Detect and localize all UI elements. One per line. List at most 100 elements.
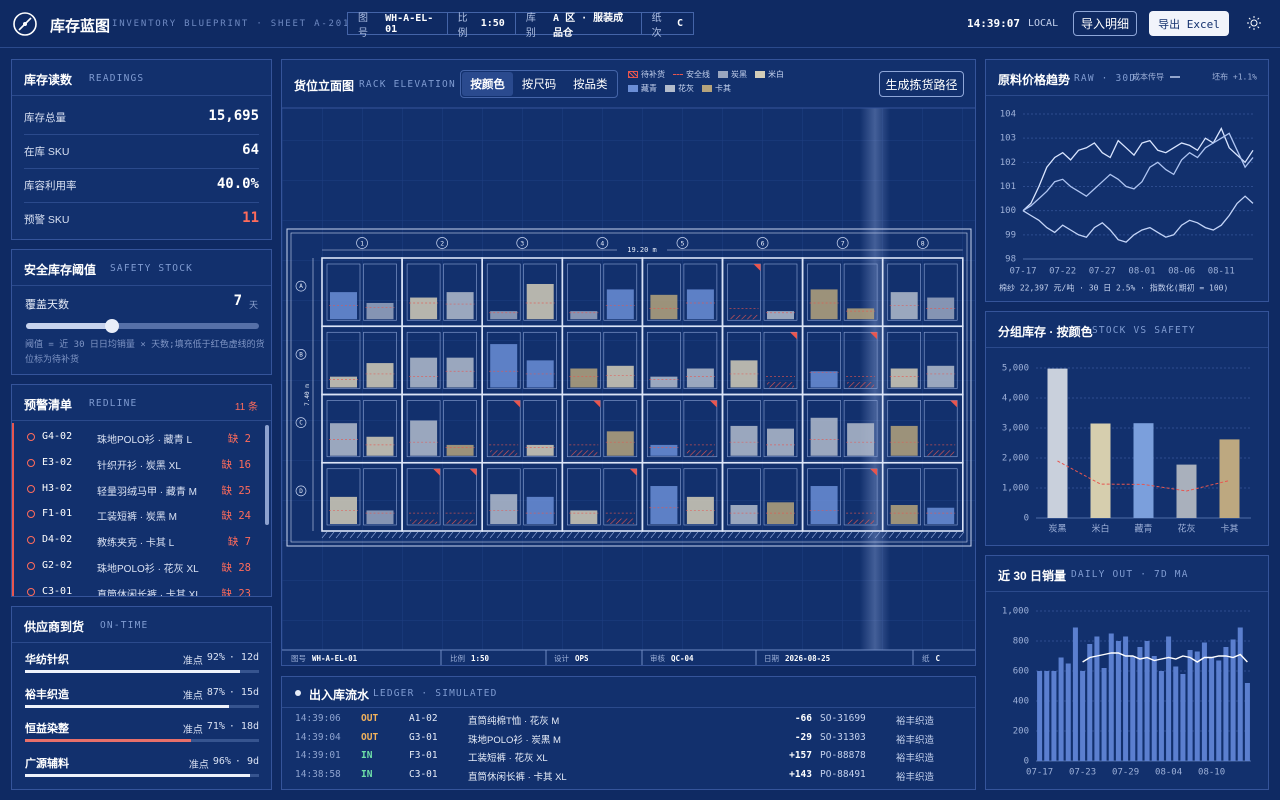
floor-hatch — [419, 531, 426, 539]
slot — [647, 263, 681, 321]
supplier-name: 华纺针织 — [25, 654, 69, 666]
dim-label-bg — [617, 244, 667, 256]
slot-fill — [890, 505, 918, 524]
footer-cell: 审核 QC-04 — [650, 653, 694, 663]
slot-fill — [847, 382, 875, 388]
floor-hatch — [496, 531, 503, 539]
redline-panel: 预警清单 REDLINE 11 条 G4-02 珠地POLO衫 · 藏青 L 缺 2… — [11, 384, 272, 597]
floor-hatch — [727, 531, 734, 539]
bar — [1223, 647, 1229, 761]
floor-hatch — [559, 531, 566, 539]
slot-fill — [686, 368, 714, 388]
slot — [647, 331, 681, 389]
ledger-doc: SO-31699 — [820, 713, 866, 724]
bar — [1158, 671, 1164, 761]
bar — [1037, 671, 1043, 761]
slot — [887, 400, 922, 458]
y-tick-label: 102 — [1000, 158, 1016, 168]
y-tick-label: 3,000 — [1002, 424, 1029, 434]
shortage: 缺 25 — [221, 484, 251, 497]
floor-hatch — [636, 531, 643, 539]
alert-icon — [27, 484, 35, 493]
slider[interactable] — [26, 319, 259, 333]
slot-fill — [490, 311, 518, 320]
column-marker — [676, 237, 689, 249]
ledger-supplier: 裕丰织造 — [896, 734, 935, 746]
floor-hatch — [503, 531, 510, 539]
theme-toggle[interactable] — [1246, 15, 1262, 31]
panel-title: 出入库流水 — [309, 688, 370, 702]
slot — [807, 263, 841, 321]
slot-fill — [410, 357, 438, 388]
floor-hatch — [860, 531, 867, 539]
ledger-direction: IN — [361, 768, 373, 780]
panel-subtitle: SAFETY STOCK — [110, 263, 194, 274]
dimension-label: 19.20 m — [627, 246, 657, 254]
slot-fill — [810, 486, 838, 524]
reading-label: 库容利用率 — [24, 180, 77, 192]
column-marker — [516, 237, 529, 249]
slot-fill — [366, 436, 394, 456]
route-button[interactable]: 生成拣货路径 — [879, 71, 964, 97]
footer-label: 日期 — [764, 654, 779, 663]
ledger-direction: OUT — [361, 713, 379, 724]
column-marker — [836, 237, 849, 249]
scrollbar[interactable] — [265, 425, 269, 525]
rate-value: 92% — [206, 652, 225, 663]
ledger-qty: -66 — [794, 713, 812, 724]
floor-hatch — [601, 531, 608, 539]
y-tick-label: 0 — [1024, 514, 1029, 524]
legend-item: 待补货 — [628, 69, 665, 80]
floor-hatch — [356, 531, 363, 539]
tab[interactable]: 按颜色 — [462, 72, 514, 96]
bar — [1058, 657, 1064, 761]
floor-hatch — [874, 531, 881, 539]
alert-icon — [27, 536, 35, 545]
floor-hatch — [783, 531, 790, 539]
panel-title: 原料价格趋势 — [998, 73, 1071, 87]
rate-bar — [25, 773, 250, 777]
floor-hatch — [482, 531, 489, 539]
floor-hatch — [720, 531, 727, 539]
floor-hatch — [475, 531, 482, 539]
floor-hatch — [657, 531, 664, 539]
x-tick-label: 花灰 — [1177, 523, 1195, 535]
slot — [363, 468, 397, 526]
floor-hatch — [867, 531, 874, 539]
floor-hatch — [342, 531, 349, 539]
panel-subtitle: ON-TIME — [100, 620, 149, 631]
bar — [1090, 423, 1111, 518]
slot — [887, 263, 922, 321]
y-tick-label: 800 — [1013, 637, 1029, 647]
bar — [1108, 633, 1114, 761]
separator — [24, 168, 259, 169]
export-button[interactable]: 导出 Excel — [1149, 11, 1229, 36]
tab[interactable]: 按尺码 — [521, 79, 557, 91]
bar — [1137, 647, 1143, 761]
y-tick-label: 4,000 — [1002, 394, 1029, 404]
y-tick-label: 2,000 — [1002, 454, 1029, 464]
footer-cell: 图号 WH-A-EL-01 — [291, 654, 358, 663]
floor-hatch — [888, 531, 895, 539]
slot-fill — [490, 494, 518, 524]
slot — [763, 331, 798, 389]
restock-flag — [469, 468, 477, 476]
import-button[interactable]: 导入明细 — [1073, 11, 1137, 36]
floor-hatch — [846, 531, 853, 539]
supplier-stats: 准点 87% · 15d — [183, 687, 259, 702]
slot — [843, 263, 878, 321]
floor-hatch — [447, 531, 454, 539]
ledger-time: 14:39:04 — [295, 731, 341, 743]
y-tick-label: 1,000 — [1002, 607, 1029, 617]
sku-name: 工装短裤 · 炭黑 M — [97, 512, 177, 524]
ledger-supplier: 裕丰织造 — [896, 716, 935, 727]
bar — [1209, 657, 1215, 761]
slot-fill — [446, 444, 474, 456]
supplier-name: 广源辅料 — [25, 757, 69, 770]
dimension-label: 7.40 m — [304, 384, 311, 406]
slot — [843, 468, 878, 526]
tab[interactable]: 按品类 — [573, 79, 608, 91]
alert-icon — [27, 587, 35, 596]
panel-subtitle: READINGS — [89, 73, 145, 84]
bar — [1101, 668, 1107, 761]
